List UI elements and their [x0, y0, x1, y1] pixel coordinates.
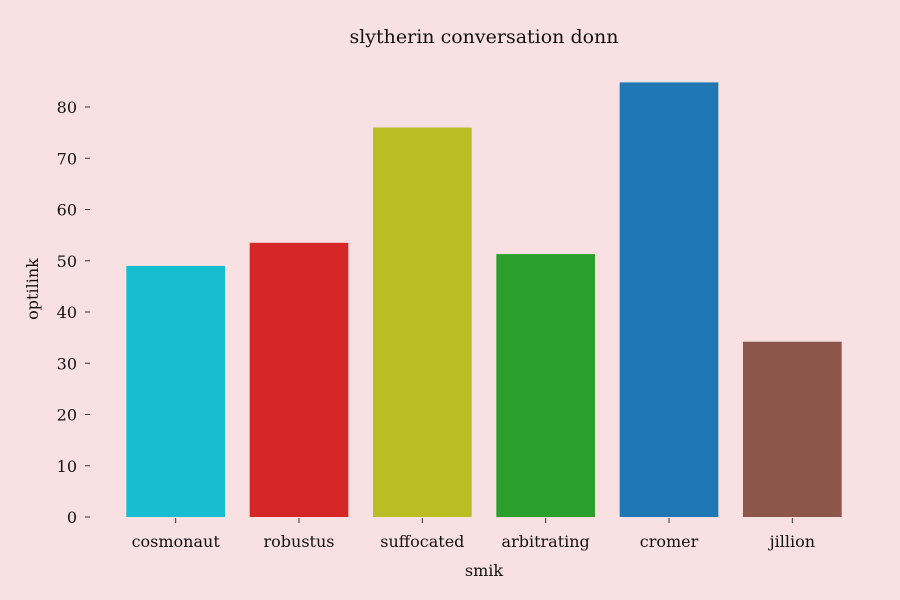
y-tick-label-50: 50 — [57, 252, 77, 271]
bar-robustus — [249, 242, 349, 517]
y-tick-label-60: 60 — [57, 201, 77, 220]
x-axis: cosmonaut robustus suffocated arbitrating cr… — [132, 518, 815, 551]
y-axis: 0 10 20 30 40 50 60 70 80 — [57, 98, 90, 527]
bar-jillion — [743, 341, 842, 517]
x-tick-label-cromer: cromer — [640, 532, 699, 551]
bar-suffocated — [373, 127, 472, 517]
x-tick-label-robustus: robustus — [264, 532, 335, 551]
bar-arbitrating — [496, 254, 595, 517]
x-axis-label: smik — [465, 561, 504, 580]
bar-cosmonaut — [126, 265, 225, 518]
plot-area — [126, 82, 842, 518]
y-tick-label-0: 0 — [67, 508, 77, 527]
x-tick-label-suffocated: suffocated — [380, 532, 464, 551]
bar-cromer — [619, 82, 719, 518]
y-tick-label-30: 30 — [57, 354, 77, 373]
y-tick-label-10: 10 — [57, 457, 77, 476]
x-tick-label-jillion: jillion — [768, 532, 815, 551]
x-tick-label-cosmonaut: cosmonaut — [132, 532, 221, 551]
y-tick-label-20: 20 — [57, 406, 77, 425]
chart-title: slytherin conversation donn — [349, 26, 618, 48]
y-tick-label-80: 80 — [57, 98, 77, 117]
y-tick-label-70: 70 — [57, 149, 77, 168]
x-tick-label-arbitrating: arbitrating — [502, 532, 590, 551]
y-tick-label-40: 40 — [57, 303, 77, 322]
y-axis-label: optilink — [23, 258, 42, 320]
